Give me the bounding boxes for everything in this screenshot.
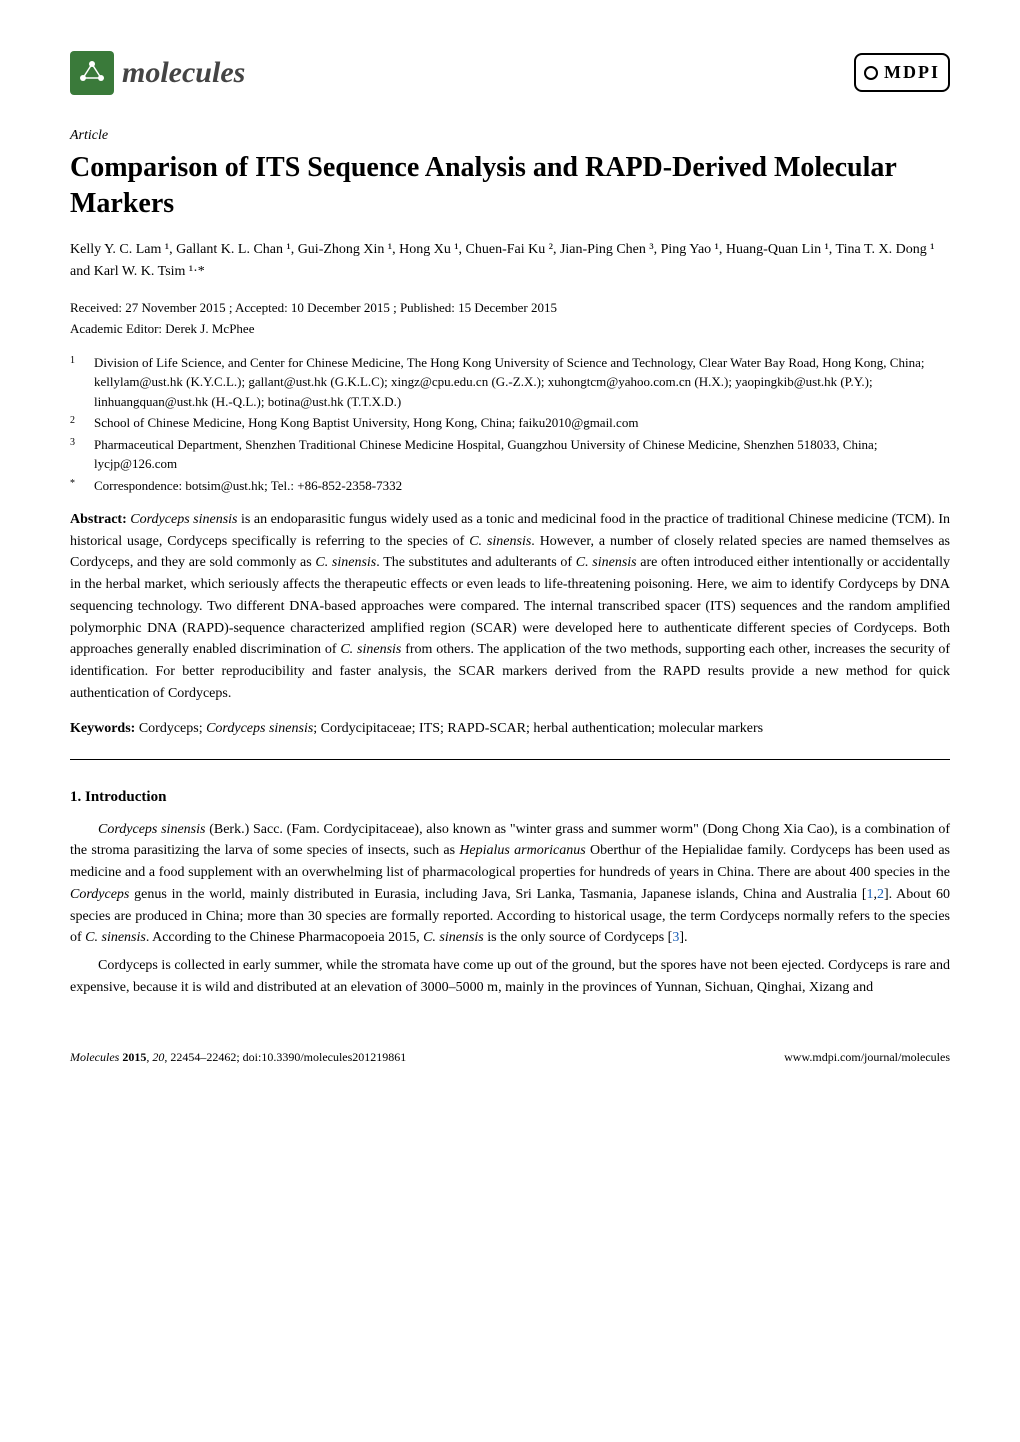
affiliation-text: Pharmaceutical Department, Shenzhen Trad… [94, 435, 950, 474]
molecule-icon [77, 58, 107, 88]
affiliation-number: * [70, 476, 80, 496]
journal-logo: molecules [70, 50, 245, 95]
abstract-label: Abstract: [70, 512, 127, 527]
publication-dates: Received: 27 November 2015 ; Accepted: 1… [70, 298, 950, 318]
journal-name: molecules [122, 50, 245, 95]
footer-citation: Molecules 2015, 20, 22454–22462; doi:10.… [70, 1048, 406, 1066]
academic-editor: Academic Editor: Derek J. McPhee [70, 319, 950, 339]
footer-journal-url: www.mdpi.com/journal/molecules [784, 1048, 950, 1066]
header-row: molecules MDPI [70, 50, 950, 95]
abstract-block: Abstract: Cordyceps sinensis is an endop… [70, 509, 950, 704]
article-title: Comparison of ITS Sequence Analysis and … [70, 150, 950, 223]
publisher-name: MDPI [884, 59, 940, 86]
affiliations-block: 1Division of Life Science, and Center fo… [70, 353, 950, 496]
intro-paragraph-2: Cordyceps is collected in early summer, … [70, 955, 950, 998]
abstract-text: Cordyceps sinensis is an endoparasitic f… [70, 512, 950, 701]
affiliation-text: Division of Life Science, and Center for… [94, 353, 950, 412]
affiliation-number: 3 [70, 435, 80, 474]
affiliation-row: * Correspondence: botsim@ust.hk; Tel.: +8… [70, 476, 950, 496]
affiliation-text: School of Chinese Medicine, Hong Kong Ba… [94, 413, 950, 433]
article-type: Article [70, 125, 950, 146]
section-heading-introduction: 1. Introduction [70, 786, 950, 809]
keywords-text: Cordyceps; Cordyceps sinensis; Cordycipi… [139, 721, 763, 736]
publisher-logo: MDPI [854, 53, 950, 92]
authors-list: Kelly Y. C. Lam ¹, Gallant K. L. Chan ¹,… [70, 239, 950, 284]
affiliation-number: 1 [70, 353, 80, 412]
affiliation-row: 3 Pharmaceutical Department, Shenzhen Tra… [70, 435, 950, 474]
affiliation-row: 1Division of Life Science, and Center fo… [70, 353, 950, 412]
keywords-label: Keywords: [70, 721, 135, 736]
section-divider [70, 759, 950, 760]
page-footer: Molecules 2015, 20, 22454–22462; doi:10.… [70, 1048, 950, 1066]
affiliation-row: 2 School of Chinese Medicine, Hong Kong B… [70, 413, 950, 433]
affiliation-number: 2 [70, 413, 80, 433]
intro-paragraph-1: Cordyceps sinensis (Berk.) Sacc. (Fam. C… [70, 819, 950, 949]
journal-logo-icon [70, 51, 114, 95]
affiliation-text: Correspondence: botsim@ust.hk; Tel.: +86… [94, 476, 950, 496]
reference-link[interactable]: 2 [877, 887, 884, 902]
mdpi-dot-icon [864, 66, 878, 80]
keywords-block: Keywords: Cordyceps; Cordyceps sinensis;… [70, 718, 950, 739]
